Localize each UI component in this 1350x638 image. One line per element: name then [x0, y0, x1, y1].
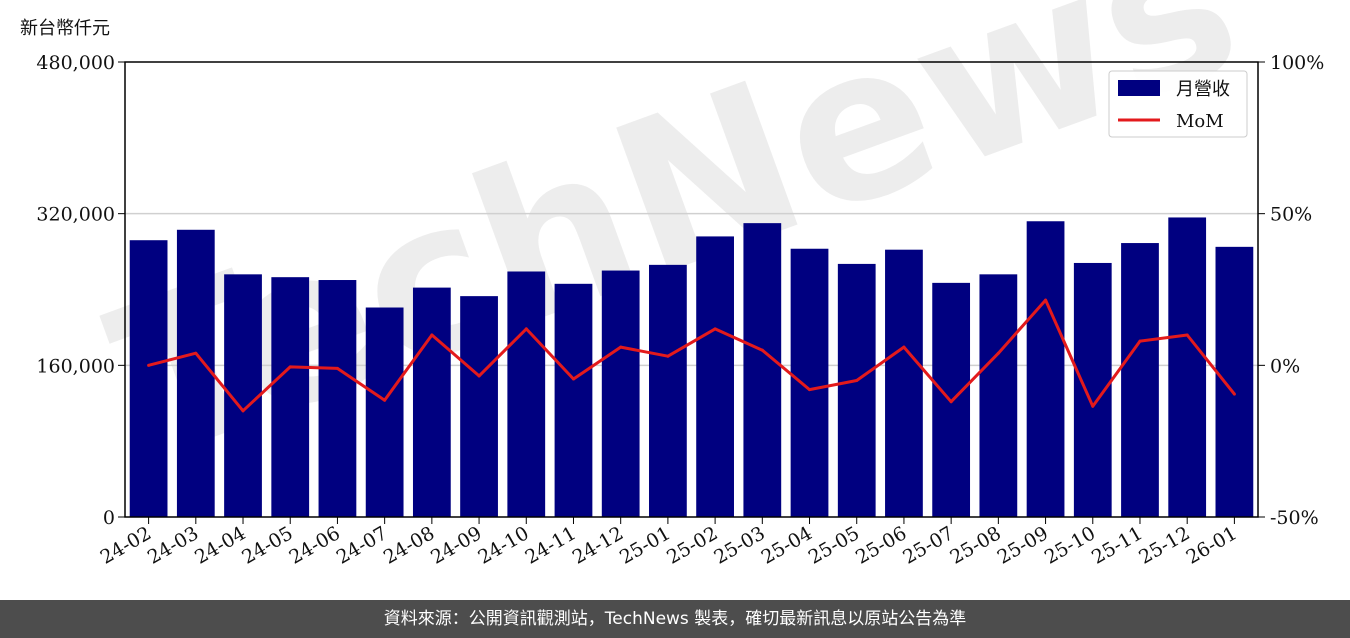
x-tick-label: 26-01	[1182, 522, 1240, 568]
x-tick-label: 25-01	[616, 522, 674, 568]
y-right-tick-label: 50%	[1270, 204, 1312, 226]
mom-point	[949, 400, 953, 404]
revenue-chart: TechNews 0160,000320,000480,000-50%0%50%…	[36, 0, 1324, 569]
x-tick-label: 25-12	[1135, 522, 1193, 568]
x-tick-label: 24-02	[97, 522, 155, 568]
revenue-bar	[979, 274, 1018, 517]
legend-swatch-revenue	[1118, 80, 1160, 96]
mom-point	[666, 354, 670, 358]
x-tick-label: 25-07	[899, 522, 957, 568]
mom-point	[808, 388, 812, 392]
revenue-bar	[790, 248, 829, 518]
revenue-bar	[649, 264, 687, 517]
plot-frame	[124, 61, 1259, 518]
mom-point	[147, 363, 151, 367]
mom-point	[855, 379, 859, 382]
y-left-tick-label: 480,000	[36, 52, 115, 74]
mom-point	[1091, 404, 1095, 408]
mom-point	[383, 398, 387, 402]
y-left-tick-label: 160,000	[36, 355, 115, 377]
revenue-bar	[176, 229, 215, 517]
x-tick-label: 25-02	[663, 522, 721, 568]
mom-point	[1232, 392, 1236, 396]
mom-point	[902, 345, 906, 349]
x-tick-label: 25-04	[758, 522, 816, 568]
revenue-bar	[837, 263, 876, 517]
source-footer: 資料來源：公開資訊觀測站，TechNews 製表，確切最新訊息以原站公告為準	[0, 600, 1350, 638]
mom-point	[1138, 339, 1142, 343]
x-tick-label: 24-12	[569, 522, 627, 568]
x-tick-label: 24-03	[144, 522, 202, 568]
x-tick-label: 25-09	[994, 522, 1052, 568]
mom-line	[148, 298, 1236, 413]
mom-point	[1185, 333, 1189, 337]
x-tick-label: 24-10	[474, 522, 532, 568]
revenue-bar	[365, 307, 404, 517]
x-tick-label: 25-05	[805, 522, 863, 568]
mom-point	[430, 333, 434, 337]
mom-point	[713, 327, 717, 331]
mom-point	[335, 366, 339, 370]
revenue-bar	[1121, 243, 1159, 518]
legend: 月營收 MoM	[1108, 70, 1248, 138]
revenue-bar	[601, 270, 640, 517]
x-tick-label: 25-08	[946, 522, 1004, 568]
y-right-tick-label: -50%	[1270, 507, 1319, 529]
mom-point	[1044, 298, 1048, 302]
mom-point	[524, 327, 528, 331]
x-tick-label: 24-11	[522, 522, 580, 568]
mom-point	[571, 377, 575, 381]
revenue-bar	[1215, 246, 1254, 517]
revenue-bar	[743, 223, 782, 518]
y-left-tick-label: 320,000	[36, 204, 115, 226]
x-tick-label: 25-11	[1088, 522, 1146, 568]
mom-point	[241, 409, 245, 413]
legend-label-revenue: 月營收	[1176, 79, 1230, 100]
revenue-bar	[507, 271, 546, 517]
revenue-bar	[460, 296, 498, 517]
revenue-bar	[271, 277, 310, 517]
mom-point	[619, 345, 623, 349]
legend-label-mom: MoM	[1176, 111, 1224, 132]
x-tick-label: 25-06	[852, 522, 910, 568]
x-tick-label: 24-09	[427, 522, 485, 568]
x-tick-label: 25-03	[710, 522, 768, 568]
revenue-bar	[1026, 221, 1065, 517]
x-tick-label: 24-05	[238, 522, 296, 568]
revenue-bar	[1168, 217, 1207, 518]
y-axis-unit-label: 新台幣仟元	[20, 18, 110, 39]
revenue-bar	[554, 283, 593, 517]
y-left-tick-label: 0	[103, 507, 115, 529]
mom-point	[996, 351, 1000, 355]
revenue-bar	[885, 249, 923, 517]
mom-point	[477, 374, 481, 378]
y-right-tick-label: 0%	[1270, 355, 1300, 377]
x-tick-label: 24-06	[285, 522, 343, 568]
mom-point	[760, 348, 764, 352]
mom-point	[288, 365, 292, 369]
revenue-bar	[412, 287, 451, 517]
x-tick-label: 24-08	[380, 522, 438, 568]
revenue-bar	[696, 236, 734, 517]
revenue-bar	[318, 280, 357, 517]
mom-point	[194, 351, 198, 355]
revenue-bar	[129, 240, 168, 518]
y-right-tick-label: 100%	[1270, 52, 1324, 74]
x-tick-label: 24-07	[333, 522, 391, 568]
x-tick-label: 24-04	[191, 522, 249, 568]
x-tick-label: 25-10	[1041, 522, 1099, 568]
